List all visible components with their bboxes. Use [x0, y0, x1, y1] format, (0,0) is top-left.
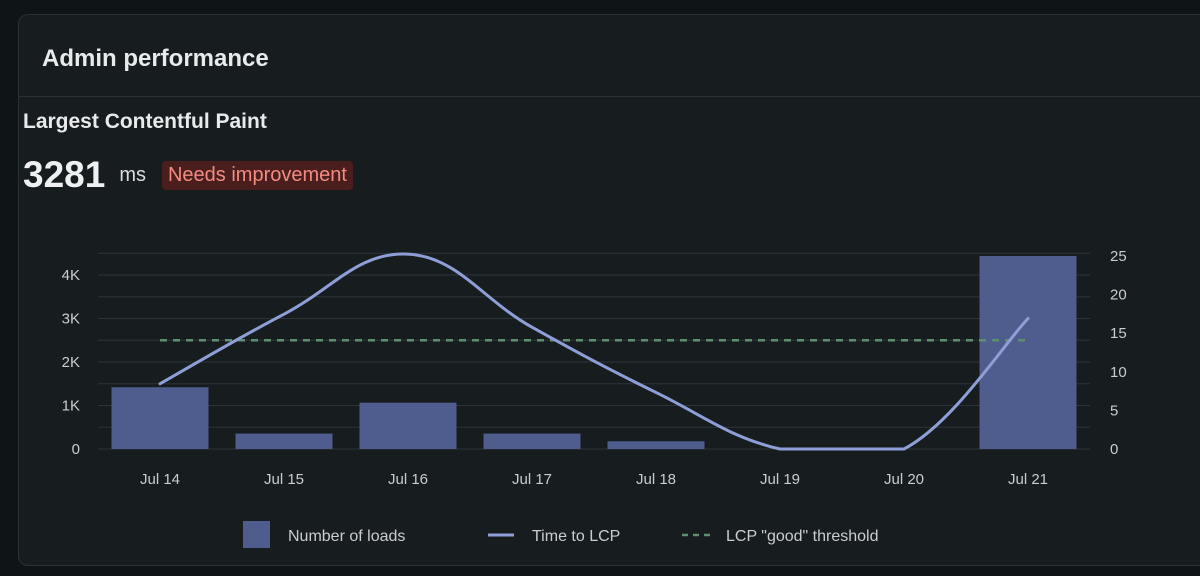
- legend-label-threshold: LCP "good" threshold: [726, 528, 879, 545]
- bar-number-of-loads: [979, 256, 1077, 449]
- card-header: Admin performance: [19, 15, 1200, 97]
- metric-title: Largest Contentful Paint: [23, 110, 267, 133]
- legend-label-loads: Number of loads: [288, 528, 405, 545]
- metric-value: 3281: [23, 154, 106, 195]
- right-axis-tick: 5: [1110, 402, 1118, 419]
- series-line-time-to-lcp: [158, 252, 1030, 451]
- legend-swatch-loads: [243, 521, 270, 548]
- bar-number-of-loads: [111, 387, 209, 449]
- x-axis-tick: Jul 20: [884, 471, 924, 488]
- metric-unit: ms: [119, 163, 146, 186]
- right-axis-tick: 0: [1110, 441, 1118, 458]
- legend-label-line: Time to LCP: [532, 528, 620, 545]
- right-axis-tick: 25: [1110, 248, 1127, 265]
- left-axis-tick: 2K: [62, 354, 80, 371]
- left-axis-tick: 4K: [62, 267, 80, 284]
- x-axis-tick: Jul 14: [140, 471, 180, 488]
- right-axis-tick: 10: [1110, 364, 1127, 381]
- x-axis-tick: Jul 18: [636, 471, 676, 488]
- x-axis-tick: Jul 21: [1008, 471, 1048, 488]
- left-axis-tick: 1K: [62, 398, 80, 415]
- x-axis-tick: Jul 16: [388, 471, 428, 488]
- x-axis-tick: Jul 19: [760, 471, 800, 488]
- right-axis-tick: 20: [1110, 287, 1127, 304]
- bar-number-of-loads: [483, 433, 581, 449]
- right-axis-tick: 15: [1110, 325, 1127, 342]
- bar-number-of-loads: [359, 402, 457, 449]
- x-axis-tick: Jul 15: [264, 471, 304, 488]
- status-badge: Needs improvement: [161, 160, 353, 190]
- x-axis-tick: Jul 17: [512, 471, 552, 488]
- bar-number-of-loads: [235, 433, 333, 449]
- bar-number-of-loads: [607, 441, 705, 449]
- metric-row: 3281 ms Needs improvement: [23, 154, 353, 196]
- left-axis-tick: 0: [72, 441, 80, 458]
- card-title: Admin performance: [42, 45, 269, 72]
- left-axis-tick: 3K: [62, 311, 80, 328]
